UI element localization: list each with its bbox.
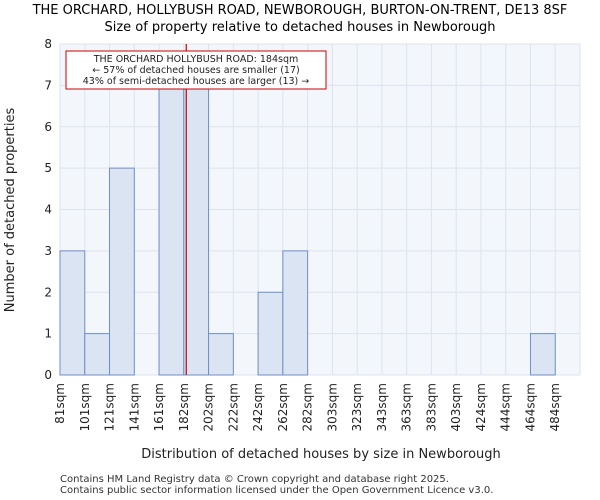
x-tick-label: 182sqm [177,383,191,431]
x-tick-label: 282sqm [301,383,315,431]
chart-subtitle: Size of property relative to detached ho… [104,20,495,35]
annotation-box [65,50,327,90]
y-tick-label: 1 [44,327,52,341]
y-tick-label: 8 [44,37,52,51]
chart-title: THE ORCHARD, HOLLYBUSH ROAD, NEWBOROUGH,… [32,3,568,18]
plot-area: 0 1 2 3 4 5 6 7 8 81sqm 101sqm 121sqm 141sqm 161sqm 18… [44,37,581,431]
x-tick-label: 101sqm [78,383,92,431]
x-tick-label: 121sqm [103,383,117,431]
x-tick-label: 383sqm [424,383,438,431]
x-tick-label: 81sqm [53,383,67,424]
bar-464sqm [529,333,556,376]
x-axis-label: Distribution of detached houses by size … [141,447,501,462]
x-tick-label: 444sqm [499,383,513,431]
x-tick-label: 343sqm [375,383,389,431]
x-tick-label: 424sqm [474,383,488,431]
bar-182sqm [183,84,210,376]
x-tick-label: 464sqm [523,383,537,431]
footer-licence: Contains public sector information licen… [60,485,494,496]
x-tick-label: 323sqm [350,383,364,431]
y-tick-label: 7 [44,78,52,92]
x-tick-label: 222sqm [226,383,240,431]
bar-242sqm [257,291,284,376]
x-tick-label: 141sqm [127,383,141,431]
x-tick-label: 303sqm [325,383,339,431]
x-tick-label: 484sqm [548,383,562,431]
y-tick-label: 0 [44,368,52,382]
y-tick-label: 2 [44,285,52,299]
y-tick-label: 6 [44,120,52,134]
annotation-line: ← 57% of detached houses are smaller (17… [92,65,299,76]
x-tick-label: 202sqm [202,383,216,431]
y-tick-label: 4 [44,203,52,217]
x-tick-label: 363sqm [400,383,414,431]
annotation-line: 43% of semi-detached houses are larger (… [83,76,310,87]
footer-copyright: Contains HM Land Registry data © Crown c… [60,474,449,485]
x-tick-label: 242sqm [251,383,265,431]
bar-121sqm [109,167,135,376]
bar-202sqm [208,333,234,376]
x-tick-label: 262sqm [276,383,290,431]
bar-101sqm [84,333,111,376]
y-tick-label: 5 [44,161,52,175]
bar-161sqm [158,84,185,376]
bar-81sqm [59,250,86,376]
y-axis-label: Number of detached properties [3,108,18,313]
x-tick-label: 403sqm [449,383,463,431]
x-tick-label: 161sqm [152,383,166,431]
y-tick-label: 3 [44,244,52,258]
bar-262sqm [282,250,309,376]
annotation-line: THE ORCHARD HOLLYBUSH ROAD: 184sqm [93,54,299,65]
